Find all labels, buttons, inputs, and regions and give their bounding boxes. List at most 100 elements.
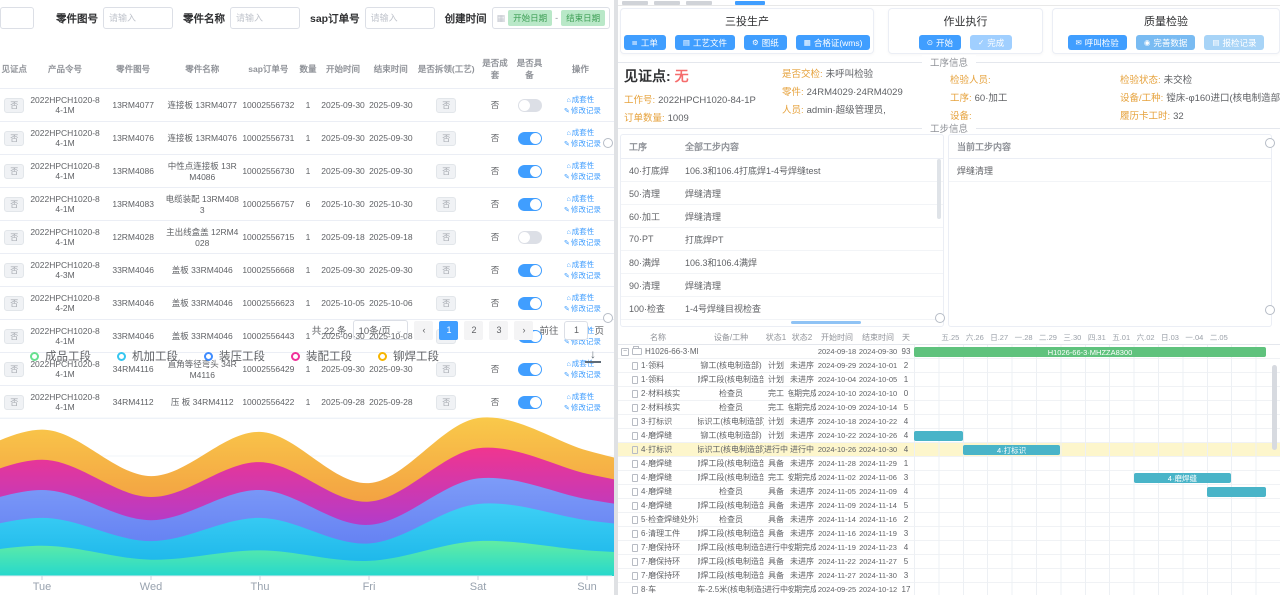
collapse-icon[interactable]: − — [621, 347, 629, 356]
split-badge[interactable]: 否 — [436, 262, 457, 278]
edit-record-link[interactable]: ✎修改记录 — [563, 238, 601, 247]
ready-toggle[interactable] — [517, 197, 542, 211]
splitter-handle[interactable] — [1265, 305, 1275, 315]
kit-link[interactable]: ⌂成套性 — [566, 392, 595, 401]
splitter-handle[interactable] — [935, 313, 945, 323]
jump-page-input[interactable] — [564, 320, 589, 340]
split-badge[interactable]: 否 — [436, 394, 457, 410]
tab-stub[interactable] — [686, 1, 712, 5]
legend-item-机加工段[interactable]: 机加工段 — [117, 348, 178, 364]
splitter-handle[interactable] — [603, 313, 613, 323]
tab-stub-active[interactable] — [735, 1, 765, 5]
gantt-bar[interactable]: H1026-66-3·MHZZA8300 — [914, 347, 1266, 357]
报检记录-button[interactable]: ▤ 报检记录 — [1204, 35, 1265, 50]
工单-button[interactable]: ≣ 工单 — [623, 35, 666, 50]
step-row[interactable]: 110·MT1-4焊缝MT — [621, 319, 943, 326]
step-row[interactable]: 50·清理 焊缝清理 — [621, 181, 943, 205]
开始-button[interactable]: ⊙ 开始 — [918, 35, 961, 50]
gantt-name-cell: 4·磨焊缝 — [618, 429, 698, 442]
info-label: 零件: — [782, 87, 804, 98]
edit-record-link[interactable]: ✎修改记录 — [563, 403, 601, 412]
edit-record-link[interactable]: ✎修改记录 — [563, 271, 601, 280]
legend-item-装配工段[interactable]: 装配工段 — [291, 348, 352, 364]
split-badge[interactable]: 否 — [436, 295, 457, 311]
legend-item-铆焊工段[interactable]: 铆焊工段 — [378, 348, 439, 364]
kit-link[interactable]: ⌂成套性 — [566, 194, 595, 203]
edit-record-link[interactable]: ✎修改记录 — [563, 304, 601, 313]
step-row[interactable]: 100·检查 1-4号焊缝目视检查 — [621, 296, 943, 320]
gantt-bar[interactable] — [1206, 487, 1266, 497]
part-no-input[interactable] — [103, 7, 173, 29]
ready-toggle[interactable] — [517, 230, 542, 244]
gantt-bar[interactable]: 4·打标识 — [962, 445, 1061, 455]
edit-record-link[interactable]: ✎修改记录 — [563, 172, 601, 181]
split-badge[interactable]: 否 — [436, 163, 457, 179]
step-row[interactable]: 90·清理 焊缝清理 — [621, 273, 943, 297]
section-title: 作业执行 — [943, 16, 988, 28]
page-size-select[interactable]: 10条/页 ⌄ — [352, 320, 409, 340]
part-name-input[interactable] — [230, 7, 300, 29]
ready-toggle[interactable] — [517, 296, 542, 310]
tab-stub[interactable] — [622, 1, 648, 5]
kit-link[interactable]: ⌂成套性 — [566, 95, 595, 104]
end-date-chip[interactable]: 结束日期 — [561, 10, 606, 26]
edit-record-link[interactable]: ✎修改记录 — [563, 106, 601, 115]
kit-link[interactable]: ⌂成套性 — [566, 260, 595, 269]
完成-button[interactable]: ✓ 完成 — [970, 35, 1013, 50]
cell-actions: ⌂成套性 ✎修改记录 — [546, 385, 614, 419]
kit-link[interactable]: ⌂成套性 — [566, 128, 595, 137]
info-label: 人员: — [782, 105, 804, 116]
edit-record-link[interactable]: ✎修改记录 — [563, 139, 601, 148]
gantt-row[interactable]: − H1026-66-3·MHZZA8300 2024-09-182024-09-3… — [618, 345, 1280, 359]
date-range-picker[interactable]: ▦ 开始日期 - 结束日期 — [491, 7, 611, 29]
gantt-bar[interactable]: 4·磨焊缝 — [1133, 473, 1232, 483]
ready-toggle[interactable] — [517, 98, 542, 112]
ready-toggle[interactable] — [517, 395, 542, 409]
page-button-2[interactable]: 2 — [464, 320, 484, 340]
prev-page-button[interactable]: ‹ — [414, 320, 434, 340]
legend-item-成品工段[interactable]: 成品工段 — [30, 348, 91, 364]
edit-record-link[interactable]: ✎修改记录 — [563, 205, 601, 214]
edit-record-link[interactable]: ✎修改记录 — [563, 337, 601, 346]
split-badge[interactable]: 否 — [436, 97, 457, 113]
ready-toggle[interactable] — [517, 131, 542, 145]
legend-item-装压工段[interactable]: 装压工段 — [204, 348, 265, 364]
kit-link[interactable]: ⌂成套性 — [566, 293, 595, 302]
splitter-handle[interactable] — [1265, 138, 1275, 148]
filter-cut-input[interactable] — [0, 7, 34, 29]
tab-stub[interactable] — [654, 1, 680, 5]
page-button-1[interactable]: 1 — [439, 320, 459, 340]
step-row[interactable]: 40·打底焊 106.3和106.4打底焊1-4号焊缝test — [621, 158, 943, 182]
split-badge[interactable]: 否 — [436, 130, 457, 146]
工艺文件-button[interactable]: ▤ 工艺文件 — [674, 35, 735, 50]
edit-record-link[interactable]: ✎修改记录 — [563, 370, 601, 379]
完善数据-button[interactable]: ◉ 完善数据 — [1135, 35, 1196, 50]
step-row[interactable]: 80·满焊 106.3和106.4满焊 — [621, 250, 943, 274]
vertical-scrollbar[interactable] — [937, 159, 941, 219]
ready-toggle[interactable] — [517, 362, 542, 376]
sap-order-input[interactable] — [364, 7, 435, 29]
gantt-bar[interactable] — [914, 431, 963, 441]
page-button-3[interactable]: 3 — [489, 320, 509, 340]
horizontal-scrollbar[interactable] — [791, 321, 861, 324]
split-badge[interactable]: 否 — [436, 229, 457, 245]
合格证(wms)-button[interactable]: ▦ 合格证(wms) — [795, 35, 871, 50]
kit-link[interactable]: ⌂成套性 — [566, 359, 595, 368]
split-badge[interactable]: 否 — [436, 361, 457, 377]
download-icon[interactable]: ↓ — [585, 348, 601, 363]
start-date-chip[interactable]: 开始日期 — [508, 10, 553, 26]
ready-toggle[interactable] — [517, 164, 542, 178]
current-step-row[interactable]: 焊缝清理 — [949, 158, 1271, 182]
kit-link[interactable]: ⌂成套性 — [566, 161, 595, 170]
ready-toggle[interactable] — [517, 263, 542, 277]
step-row[interactable]: 60·加工 焊缝清理 — [621, 204, 943, 228]
呼叫检验-button[interactable]: ✉ 呼叫检验 — [1067, 35, 1127, 50]
图纸-button[interactable]: ⚙ 图纸 — [743, 35, 787, 50]
splitter-handle[interactable] — [603, 138, 613, 148]
gantt-row[interactable]: 8·车 立车-2.5米(核电制造部)进行中按期完成2024-09-252024-1… — [618, 583, 1280, 595]
next-page-button[interactable]: › — [514, 320, 534, 340]
step-row[interactable]: 70·PT 打底焊PT — [621, 227, 943, 251]
kit-link[interactable]: ⌂成套性 — [566, 227, 595, 236]
gantt-scrollbar[interactable] — [1272, 365, 1277, 450]
split-badge[interactable]: 否 — [436, 196, 457, 212]
